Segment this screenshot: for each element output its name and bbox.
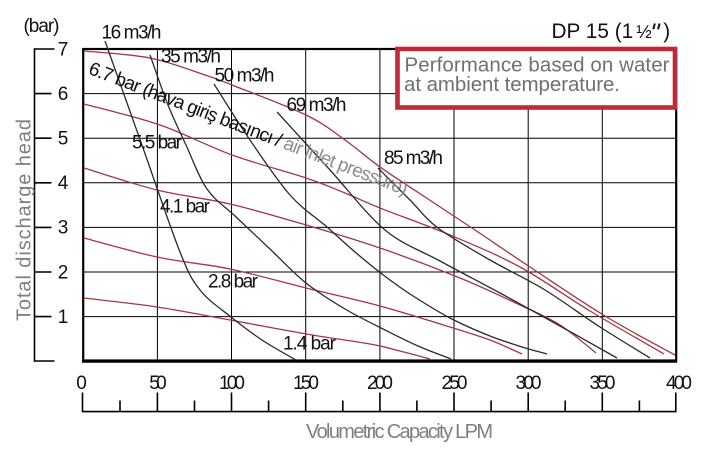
svg-text:16 m3/h: 16 m3/h bbox=[102, 23, 162, 44]
svg-text:6: 6 bbox=[58, 84, 69, 105]
svg-text:1.4 bar: 1.4 bar bbox=[283, 334, 337, 355]
svg-text:2: 2 bbox=[58, 262, 69, 283]
svg-text:35 m3/h: 35 m3/h bbox=[161, 47, 221, 68]
svg-text:3: 3 bbox=[58, 218, 69, 239]
svg-text:1: 1 bbox=[58, 307, 69, 328]
svg-text:DP 15 (1½): DP 15 (1 ½) bbox=[552, 20, 671, 43]
svg-text:50 m3/h: 50 m3/h bbox=[215, 66, 275, 87]
svg-text:85 m3/h: 85 m3/h bbox=[384, 148, 443, 169]
svg-text:5.5 bar: 5.5 bar bbox=[132, 133, 183, 154]
svg-text:2.8 bar: 2.8 bar bbox=[208, 272, 259, 293]
svg-text:400: 400 bbox=[666, 373, 692, 394]
svg-text:150: 150 bbox=[293, 373, 319, 394]
svg-text:69 m3/h: 69 m3/h bbox=[287, 95, 347, 116]
svg-text:250: 250 bbox=[442, 373, 468, 394]
svg-text:at ambient temperature.: at ambient temperature. bbox=[404, 73, 620, 96]
svg-text:Volumetric Capacity LPM: Volumetric Capacity LPM bbox=[306, 421, 493, 443]
svg-text:200: 200 bbox=[367, 373, 393, 394]
svg-text:0: 0 bbox=[76, 373, 87, 394]
svg-text:100: 100 bbox=[219, 373, 245, 394]
svg-text:(bar): (bar) bbox=[24, 16, 60, 37]
svg-text:50: 50 bbox=[149, 373, 167, 394]
svg-text:300: 300 bbox=[516, 373, 542, 394]
svg-text:Total discharge head: Total discharge head bbox=[14, 119, 36, 321]
svg-text:4: 4 bbox=[58, 173, 69, 194]
svg-text:350: 350 bbox=[590, 373, 616, 394]
svg-text:5: 5 bbox=[58, 129, 69, 150]
svg-text:7: 7 bbox=[58, 39, 69, 60]
svg-text:4.1 bar: 4.1 bar bbox=[160, 197, 211, 218]
svg-text:Performance based on water: Performance based on water bbox=[405, 53, 670, 76]
